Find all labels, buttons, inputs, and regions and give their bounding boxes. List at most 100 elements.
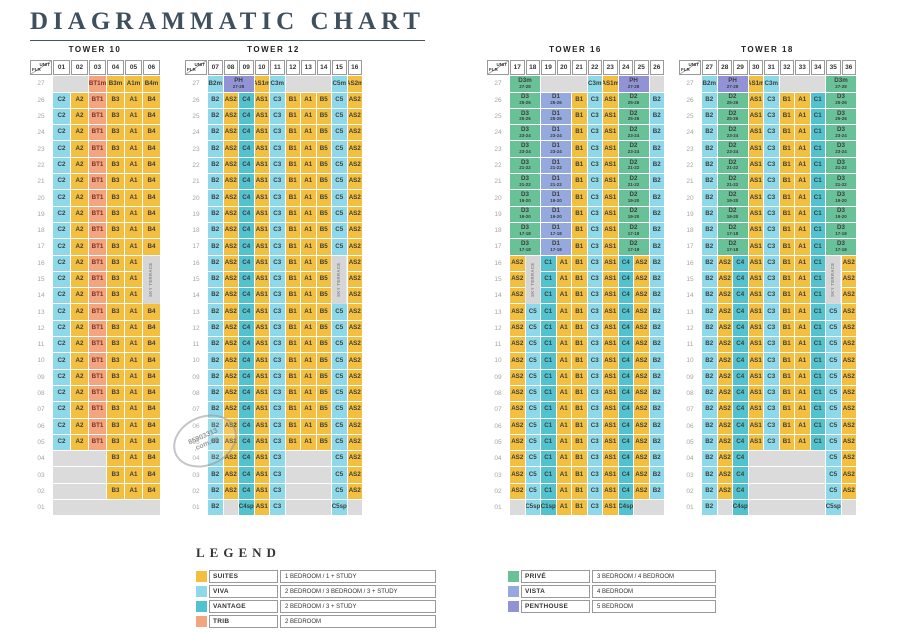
unit-type-label: B4 [147,405,156,413]
unit-type-label: B2 [211,193,220,201]
unit-type-label: B4 [147,307,156,315]
floor-range-label: 23-24 [835,132,847,138]
unit-cell: A1 [795,271,810,288]
unit-cell: C3 [270,434,285,451]
unit-type-label: C4sp [733,503,748,511]
unit-type-label: AS1 [604,161,617,169]
unit-type-label: C3m [270,79,284,87]
unit-cell: PH 27-28 [223,76,254,92]
unit-cell: B1 [779,141,794,157]
unit-type-label: C2 [57,226,66,234]
unit-cell: AS1 [603,467,618,483]
unit-cell: C2 [53,402,70,418]
unit-type-label: BT1 [91,307,104,315]
unit-cell: A1 [301,157,316,174]
unit-type-label: A1 [304,438,313,446]
unit-cell: D3 19-20 [826,206,856,222]
unit-cell: C1 [810,271,825,288]
unit-cell: C5 [525,304,540,320]
unit-type-label: B2 [705,323,714,331]
unit-cell: B4 [143,402,160,418]
unit-type-label: AS1 [255,486,268,494]
unit-cell: B2 [702,320,717,337]
unit-type-label: C5 [829,372,838,380]
unit-number: 10 [254,60,269,76]
unit-cell: AS2 [510,337,525,353]
unit-type-label: AS1 [749,258,762,266]
unit-type-label: C5sp [826,503,841,511]
unit-cell: C1 [810,222,825,239]
unit-cell: A2 [71,304,88,320]
ph-color-swatch [508,601,519,612]
unit-type-label: B1 [575,340,584,348]
unit-type-label: AS2 [348,470,361,478]
unit-cell: D3 19-20 [510,206,540,222]
unit-type-label: C5 [528,307,537,315]
unit-cell: C5 [826,418,841,434]
unit-type-label: C5 [335,340,344,348]
unit-cell: BT1 [89,385,106,402]
unit-type-label: AS2 [224,372,237,380]
unit-cell: AS2 [717,434,732,451]
empty-cell [347,500,362,516]
unit-cell: B1 [779,271,794,288]
unit-type-label: B1 [575,161,584,169]
unit-type-label: D2 [629,207,638,215]
floor-number: 22 [686,161,694,169]
unit-type-label: B2 [652,209,661,217]
unit-type-label: AS2 [842,421,855,429]
unit-type-label: AS1 [749,193,762,201]
unit-type-label: AS1 [604,226,617,234]
unit-cell: A1 [556,483,571,500]
unit-cell: AS2 [510,288,525,304]
unit-cell: C4sp [239,500,254,516]
unit-number: 24 [618,60,633,76]
unit-type-label: AS2 [224,128,237,136]
unit-type-label: C3 [273,323,282,331]
unit-type-label: C5 [335,405,344,413]
legend-description: 3 BEDROOM / 4 BEDROOM [592,570,716,583]
unit-type-label: AS1 [749,112,762,120]
unit-cell: B2 [702,467,717,483]
unit-cell: AS1 [603,337,618,353]
unit-type-label: A1 [798,307,807,315]
unit-cell: D3 23-24 [510,125,540,141]
unit-type-label: B1 [288,161,297,169]
unit-type-label: AS1 [604,112,617,120]
unit-cell: A1 [556,500,571,516]
unit-cell: B2 [649,206,664,222]
unit-type-label: B4 [147,144,156,152]
unit-cell: B5 [316,353,331,369]
unit-cell: C5 [332,369,347,385]
floor-number: 18 [37,227,45,235]
unit-cell: C5 [332,402,347,418]
unit-cell: B3 [107,483,124,500]
unit-cell: B3 [107,271,124,288]
unit-cell: AS1 [748,337,763,353]
unit-cell: A1 [795,320,810,337]
unit-cell: C5 [332,353,347,369]
empty-cell [285,483,331,500]
unit-cell: B5 [316,141,331,157]
unit-cell: C4 [618,369,633,385]
unit-cell: AS1 [254,222,269,239]
unit-cell: C4 [618,288,633,304]
unit-type-label: AS2 [224,161,237,169]
unit-type-label: A1 [304,177,313,185]
unit-type-label: C4 [736,323,745,331]
unit-cell: B5 [316,255,331,271]
unit-cell: AS1 [603,500,618,516]
unit-cell: B3 [107,353,124,369]
unit-cell: B2 [649,255,664,271]
unit-cell: AS1 [603,255,618,271]
unit-cell: B3 [107,451,124,467]
unit-cell: A1 [795,222,810,239]
unit-type-label: C4 [242,340,251,348]
unit-type-label: AS2 [348,95,361,103]
unit-cell: B5 [316,434,331,451]
unit-type-label: AS2 [842,470,855,478]
unit-cell: A1 [125,222,142,239]
unit-type-label: C5 [528,486,537,494]
unit-cell: C4 [239,174,254,190]
unit-cell: C5sp [332,500,347,516]
